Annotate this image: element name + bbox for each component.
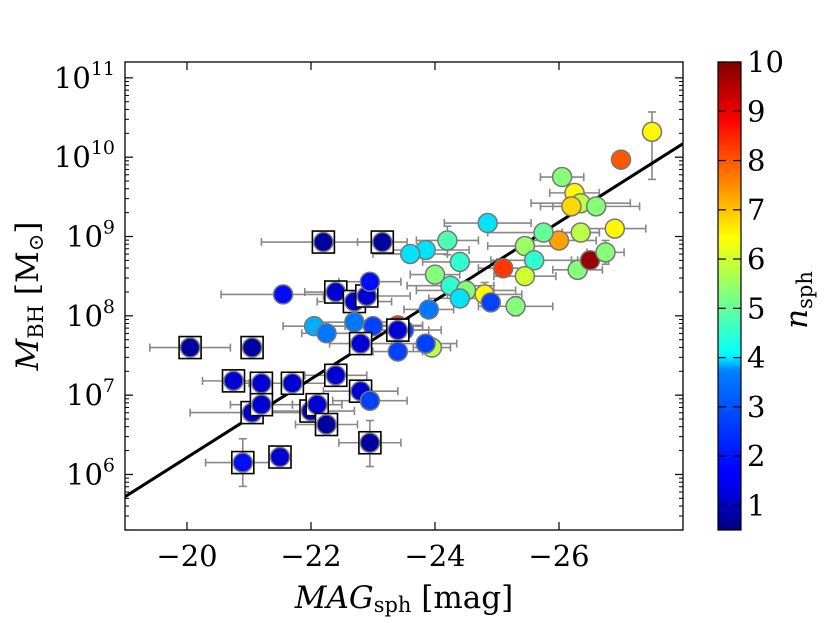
colorbar-tick-label: 8: [747, 144, 765, 178]
y-axis-ticks: 106 107 108 109 1010 1011: [54, 58, 683, 531]
x-axis-ticks: −20 −22 −24 −26: [156, 62, 590, 573]
x-axis-label: MAGsph [mag]: [294, 580, 513, 617]
data-point: [316, 323, 337, 344]
y-tick-label: 107: [66, 375, 115, 412]
y-tick-label: 109: [66, 217, 115, 254]
y-axis-label-main: M: [10, 337, 46, 371]
data-point: [359, 390, 381, 411]
data-point: [418, 299, 440, 320]
y-tick-label: 1010: [54, 137, 115, 174]
x-tick-label: −24: [404, 539, 465, 573]
data-point: [223, 370, 244, 392]
data-point: [272, 284, 294, 305]
data-point: [437, 230, 458, 251]
data-point: [306, 394, 328, 415]
colorbar-tick-label: 6: [747, 242, 765, 276]
y-axis-label-sub: BH: [24, 305, 48, 339]
plot-frame: [124, 61, 684, 531]
data-point: [359, 432, 381, 453]
x-tick-label: −26: [528, 539, 589, 573]
data-point: [344, 311, 365, 333]
data-point: [387, 319, 409, 341]
data-point: [251, 373, 272, 394]
colorbar-tick-label: 2: [747, 439, 765, 473]
data-point: [325, 365, 347, 386]
data-points: [178, 121, 663, 475]
x-axis-label-unit: [mag]: [411, 580, 513, 616]
colorbar-tick-label: 7: [747, 193, 765, 227]
colorbar: [718, 62, 741, 530]
data-point: [387, 341, 409, 362]
data-point: [492, 257, 514, 279]
colorbar-tick-label: 4: [747, 341, 765, 375]
y-axis-label-unit-open: [M: [10, 251, 46, 305]
y-tick-label: 108: [66, 296, 115, 333]
data-point: [313, 231, 334, 253]
data-point: [514, 235, 536, 257]
data-point: [232, 452, 254, 473]
colorbar-tick-label: 9: [747, 94, 765, 128]
colorbar-ticks: 1 2 3 4 5 6 7 8 9 10: [718, 45, 784, 522]
data-point: [514, 265, 536, 287]
data-point: [372, 231, 393, 253]
data-point: [424, 264, 446, 285]
data-point: [641, 121, 663, 143]
data-point: [359, 271, 381, 292]
x-axis-label-sub: sph: [374, 593, 412, 617]
x-axis-label-main: MAG: [294, 580, 374, 616]
data-point: [269, 446, 291, 468]
colorbar-tick-label: 3: [747, 390, 765, 424]
data-point: [585, 196, 607, 217]
data-point: [179, 337, 201, 358]
data-point: [449, 251, 471, 273]
data-point: [570, 222, 591, 243]
y-tick-label: 106: [66, 454, 115, 491]
x-tick-label: −22: [280, 539, 341, 573]
error-bars: [149, 111, 656, 488]
data-point: [505, 296, 526, 317]
data-point: [362, 315, 384, 337]
y-axis-label-unit-close: ]: [10, 222, 46, 234]
colorbar-tick-label: 10: [747, 45, 784, 79]
data-point: [251, 394, 272, 415]
y-axis-label: MBH [M⊙]: [10, 222, 48, 372]
data-point: [480, 292, 502, 313]
colorbar-tick-label: 5: [747, 291, 765, 325]
colorbar-frame: [717, 61, 742, 531]
data-point: [449, 288, 471, 309]
data-point: [415, 333, 436, 354]
data-point: [523, 250, 545, 271]
colorbar-tick-label: 1: [747, 488, 765, 522]
data-point: [561, 196, 582, 217]
data-point: [477, 212, 498, 234]
data-point: [610, 149, 632, 170]
data-point: [241, 337, 263, 358]
colorbar-label-main: n: [779, 309, 815, 329]
data-point: [325, 281, 347, 303]
data-point: [350, 333, 371, 354]
data-point: [316, 414, 337, 435]
y-tick-label: 1011: [54, 58, 115, 95]
data-point: [399, 243, 421, 265]
colorbar-label-sub: sph: [793, 271, 817, 309]
x-tick-label: −20: [156, 539, 217, 573]
data-point: [551, 166, 573, 188]
colorbar-label: nsph: [779, 271, 817, 329]
data-point: [604, 218, 626, 239]
data-point: [533, 222, 554, 243]
data-point: [282, 373, 303, 394]
y-axis-label-unit-symbol: ⊙: [24, 234, 48, 252]
data-point: [595, 242, 616, 263]
